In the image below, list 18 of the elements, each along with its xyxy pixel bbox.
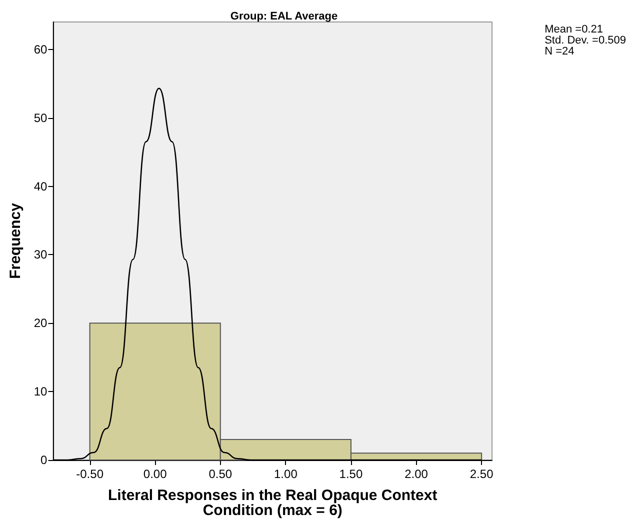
x-tick-label: 1.00: [274, 467, 298, 481]
chart-title: Group: EAL Average: [230, 10, 338, 22]
x-tick-label: 0.00: [143, 467, 168, 481]
y-tick-label: 40: [34, 179, 48, 194]
y-tick-label: 0: [40, 453, 48, 467]
y-tick-label: 30: [34, 248, 48, 262]
text: Mean =0.21 Std. Dev. =0.509 N =24: [544, 24, 626, 58]
y-tick-label: 20: [34, 316, 48, 330]
x-tick-label: 1.50: [339, 467, 363, 481]
y-tick-label: 60: [34, 42, 48, 56]
x-axis-title: Literal Responses in the Real Opaque Context Condition (max = 6): [108, 487, 438, 519]
x-tick-label: 2.00: [404, 467, 428, 481]
x-tick-label: 0.50: [208, 467, 232, 481]
y-tick-label: 10: [34, 384, 48, 399]
x-tick-label: -0.50: [76, 467, 104, 481]
y-tick-label: 50: [34, 110, 48, 125]
y-axis-title: Frequency: [7, 202, 24, 279]
x-tick-label: 2.50: [470, 467, 494, 481]
